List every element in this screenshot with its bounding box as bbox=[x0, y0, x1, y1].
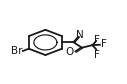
Text: F: F bbox=[94, 50, 100, 60]
Text: Br: Br bbox=[11, 46, 22, 56]
Text: F: F bbox=[94, 35, 100, 45]
Text: F: F bbox=[101, 39, 107, 49]
Text: O: O bbox=[66, 47, 74, 57]
Text: N: N bbox=[76, 30, 84, 40]
